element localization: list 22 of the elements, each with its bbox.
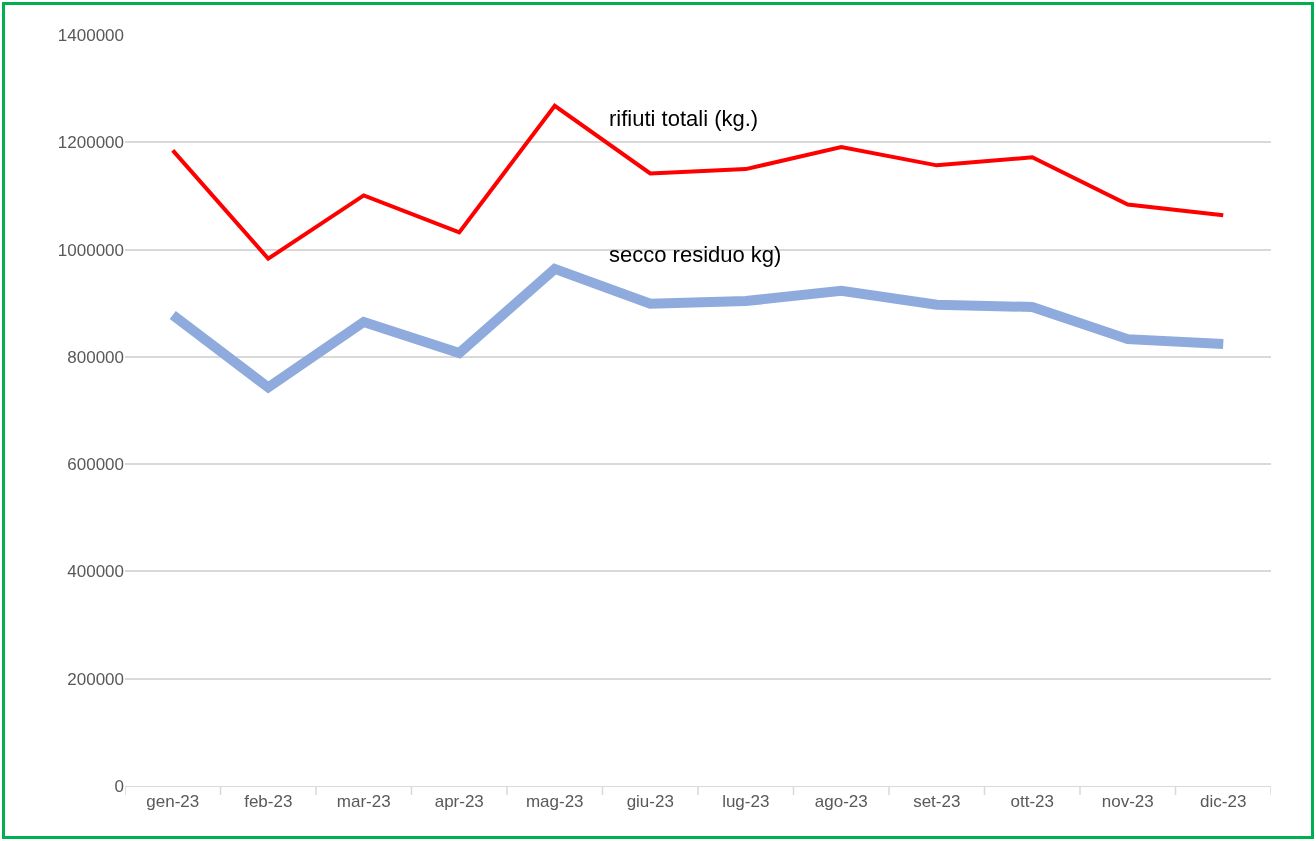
x-tick-label: lug-23 xyxy=(722,792,770,812)
x-tick-label: ago-23 xyxy=(814,792,868,812)
y-tick-label: 1400000 xyxy=(57,25,124,45)
x-tick-label: gen-23 xyxy=(146,792,200,812)
x-tick-label: set-23 xyxy=(913,792,961,812)
x-tick-label: nov-23 xyxy=(1101,792,1154,812)
y-tick-label: 0 xyxy=(114,776,124,796)
y-tick-label: 1200000 xyxy=(57,133,124,153)
y-tick-label: 200000 xyxy=(67,669,124,689)
x-tick-label: ott-23 xyxy=(1010,792,1054,812)
y-tick-label: 400000 xyxy=(67,562,124,582)
y-tick-label: 800000 xyxy=(67,347,124,367)
y-tick-label: 1000000 xyxy=(57,240,124,260)
x-tick-label: giu-23 xyxy=(626,792,674,812)
series-label: secco residuo kg) xyxy=(609,242,782,267)
x-tick-label: mag-23 xyxy=(525,792,584,812)
x-tick-label: feb-23 xyxy=(244,792,293,812)
x-tick-label: mar-23 xyxy=(336,792,391,812)
series-label: rifiuti totali (kg.) xyxy=(609,106,759,131)
y-tick-label: 600000 xyxy=(67,455,124,475)
x-tick-label: apr-23 xyxy=(434,792,484,812)
x-tick-label: dic-23 xyxy=(1200,792,1247,812)
